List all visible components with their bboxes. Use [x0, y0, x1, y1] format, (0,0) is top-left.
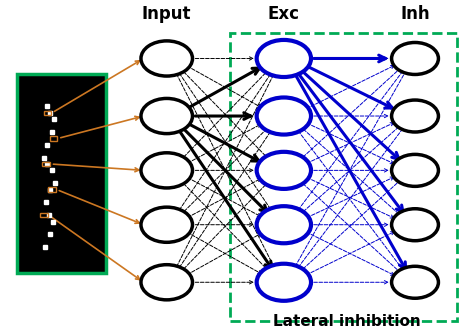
Bar	[42, 162, 50, 166]
Bar	[48, 187, 56, 192]
Circle shape	[257, 206, 311, 243]
Bar	[17, 75, 106, 273]
Text: Inh: Inh	[400, 5, 430, 23]
Circle shape	[257, 264, 311, 301]
Circle shape	[141, 41, 192, 76]
Text: Lateral inhibition: Lateral inhibition	[273, 314, 421, 329]
Circle shape	[392, 43, 438, 75]
Bar	[44, 111, 51, 115]
Text: Input: Input	[142, 5, 191, 23]
Circle shape	[392, 155, 438, 186]
Circle shape	[141, 153, 192, 188]
Circle shape	[257, 40, 311, 77]
Circle shape	[257, 152, 311, 189]
Circle shape	[141, 99, 192, 134]
Bar	[230, 33, 457, 321]
Bar	[40, 213, 48, 217]
Circle shape	[392, 209, 438, 241]
Bar	[50, 136, 57, 141]
Text: Exc: Exc	[268, 5, 300, 23]
Circle shape	[257, 98, 311, 135]
Circle shape	[392, 266, 438, 298]
Circle shape	[392, 100, 438, 132]
Circle shape	[141, 265, 192, 300]
Circle shape	[141, 207, 192, 242]
